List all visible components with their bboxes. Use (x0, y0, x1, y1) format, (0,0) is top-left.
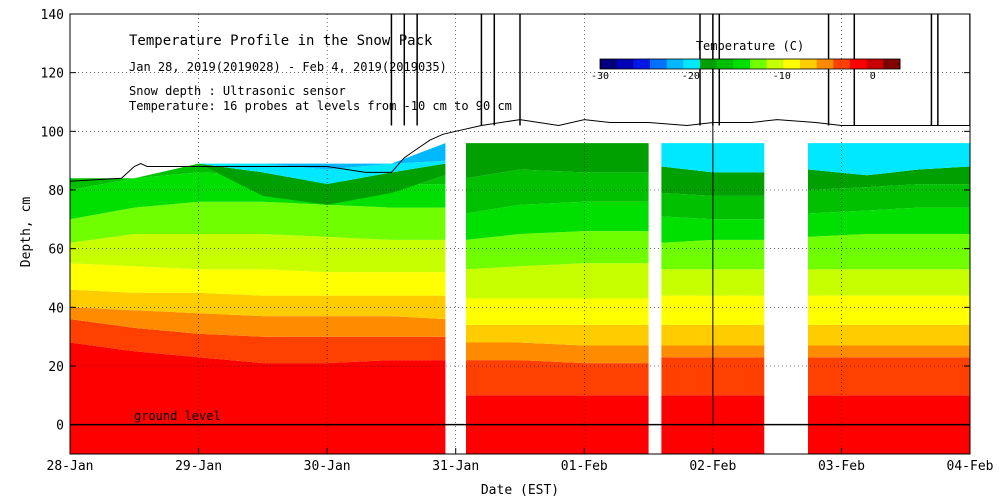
x-tick-label: 31-Jan (432, 459, 479, 474)
temperature-band (466, 298, 649, 325)
x-tick-label: 04-Feb (947, 459, 994, 474)
temperature-band (70, 160, 446, 185)
colorbar: Temperature (C) -30 -20 -10 0 (591, 39, 901, 82)
temperature-band (808, 269, 970, 296)
temperature-band (466, 263, 649, 299)
temperature-band (466, 324, 649, 346)
temperature-band (808, 143, 970, 176)
x-tick-label: 01-Feb (561, 459, 608, 474)
temperature-band (466, 143, 649, 179)
colorbar-cell (766, 59, 784, 69)
temperature-band (70, 201, 446, 243)
colorbar-cell (833, 59, 851, 69)
colorbar-cell (633, 59, 651, 69)
temperature-band (70, 263, 446, 296)
colorbar-cell (683, 59, 701, 69)
temperature-band (70, 319, 446, 364)
x-tick-label: 02-Feb (689, 459, 736, 474)
y-tick-label: 100 (41, 125, 64, 140)
temperature-band (808, 345, 970, 358)
info-line-snow-depth: Snow depth : Ultrasonic sensor (129, 84, 346, 98)
x-tick-label: 30-Jan (304, 459, 351, 474)
colorbar-cell (866, 59, 884, 69)
x-tick-label: 28-Jan (47, 459, 94, 474)
temperature-band (466, 360, 649, 396)
colorbar-cell (700, 59, 718, 69)
x-tick-label: 03-Feb (818, 459, 865, 474)
colorbar-cell (650, 59, 668, 69)
info-line-temperature: Temperature: 16 probes at levels from -1… (129, 99, 512, 113)
colorbar-tick-label: -10 (773, 71, 791, 82)
temperature-band (808, 357, 970, 396)
colorbar-ticks: -30 -20 -10 0 (591, 71, 876, 82)
colorbar-cells (600, 59, 901, 69)
ground-level-label: ground level (134, 409, 221, 423)
temperature-band (466, 201, 649, 240)
colorbar-cell (716, 59, 734, 69)
colorbar-cell (800, 59, 818, 69)
temperature-band (808, 324, 970, 346)
colorbar-cell (783, 59, 801, 69)
temperature-band (466, 169, 649, 214)
x-tick-label: 29-Jan (175, 459, 222, 474)
colorbar-cell (600, 59, 618, 69)
colorbar-cell (750, 59, 768, 69)
colorbar-cell (733, 59, 751, 69)
chart-title: Temperature Profile in the Snow Pack (129, 33, 433, 49)
temperature-band (466, 231, 649, 270)
temperature-band (808, 184, 970, 214)
y-tick-label: 120 (41, 67, 64, 82)
y-tick-label: 140 (41, 8, 64, 23)
snow-depth-layer (70, 14, 970, 426)
snow-depth-line (70, 119, 970, 182)
temperature-band (70, 234, 446, 273)
colorbar-cell (816, 59, 834, 69)
colorbar-cell (850, 59, 868, 69)
y-tick-label: 0 (56, 419, 64, 434)
x-axis-label: Date (EST) (481, 483, 559, 498)
colorbar-cell (616, 59, 634, 69)
heatmap-layer (70, 143, 970, 454)
plot-frame (69, 13, 971, 455)
colorbar-cell (883, 59, 901, 69)
colorbar-tick-label: -30 (591, 71, 609, 82)
colorbar-tick-label: -20 (682, 71, 700, 82)
y-tick-label: 60 (48, 243, 64, 258)
tick-layer: 28-Jan 29-Jan 30-Jan 31-Jan 01-Feb 02-Feb 03-F… (41, 8, 994, 474)
temperature-band (808, 166, 970, 190)
colorbar-cell (666, 59, 684, 69)
temperature-band (70, 163, 446, 205)
colorbar-title: Temperature (C) (696, 39, 804, 53)
temperature-band (808, 295, 970, 325)
temperature-band (70, 307, 446, 337)
temperature-band (70, 342, 446, 454)
colorbar-tick-label: 0 (870, 71, 876, 82)
chart-subtitle: Jan 28, 2019(2019028) - Feb 4, 2019(2019… (129, 60, 447, 74)
temperature-band (466, 342, 649, 364)
temperature-band (70, 289, 446, 320)
temperature-band (808, 207, 970, 237)
y-axis-label: Depth, cm (19, 197, 34, 268)
temperature-band (808, 234, 970, 270)
y-tick-label: 20 (48, 360, 64, 375)
colorbar-frame (599, 58, 901, 70)
y-tick-label: 40 (48, 301, 64, 316)
y-tick-label: 80 (48, 184, 64, 199)
